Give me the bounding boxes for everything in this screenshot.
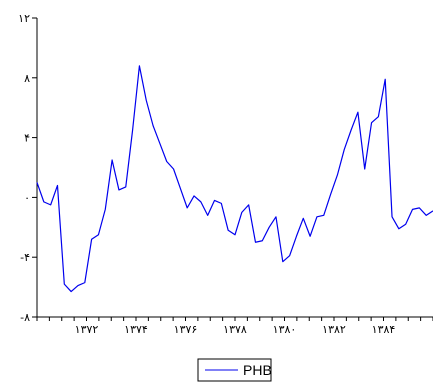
x-ticks: ۱۳۷۲ ۱۳۷۴ ۱۳۷۶ ۱۳۷۸ ۱۳۸۰ ۱۳۸۲ ۱۳۸۴ [36,317,433,336]
x-tick-label: ۱۳۸۰ [273,323,297,336]
x-tick-label: ۱۳۷۶ [174,323,198,336]
y-tick-label: ۱۲ [18,12,30,25]
legend-label: PHB [243,362,272,378]
x-tick-label: ۱۳۷۴ [124,323,148,336]
y-ticks: ۱۲ ۸ ۴ ۰ -۴ -۸ [18,12,37,324]
x-tick-label: ۱۳۷۸ [223,323,247,336]
y-tick-label: ۴ [24,132,30,145]
y-tick-label: ۰ [24,191,30,204]
legend: PHB [197,358,272,382]
x-tick-label: ۱۳۷۲ [75,323,99,336]
series-layer [36,65,433,293]
y-tick-label: -۸ [20,311,30,324]
x-tick-label: ۱۳۸۴ [372,323,396,336]
y-tick-label: -۴ [20,251,30,264]
y-tick-label: ۸ [24,72,30,85]
x-tick-label: ۱۳۸۲ [322,323,346,336]
series-line-phb [36,65,433,293]
